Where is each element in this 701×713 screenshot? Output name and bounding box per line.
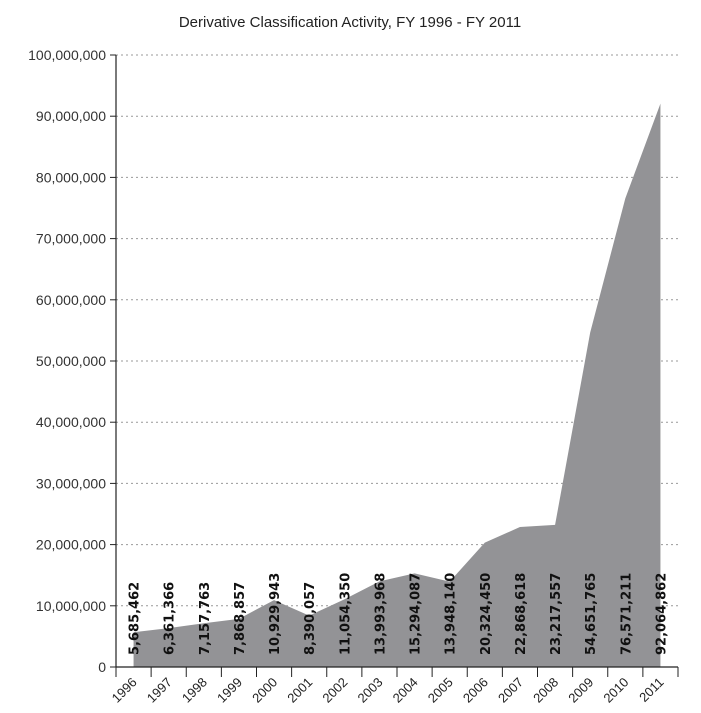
data-label: 7,868,857 <box>233 582 248 655</box>
x-tick-label: 1998 <box>179 675 210 706</box>
y-tick-label: 20,000,000 <box>36 537 106 553</box>
data-label: 6,361,366 <box>163 582 178 655</box>
x-tick-label: 2006 <box>460 675 491 706</box>
x-tick-label: 1997 <box>144 675 175 706</box>
data-label: 15,294,087 <box>409 573 424 655</box>
y-tick-label: 50,000,000 <box>36 353 106 369</box>
area-series <box>133 103 661 667</box>
x-tick-label: 2000 <box>249 675 280 706</box>
x-tick-label: 2008 <box>530 675 561 706</box>
data-label: 13,993,968 <box>373 573 388 655</box>
data-label: 22,868,618 <box>514 573 529 655</box>
y-tick-label: 80,000,000 <box>36 169 106 185</box>
x-tick-label: 2009 <box>565 675 596 706</box>
x-tick-label: 2011 <box>636 675 666 705</box>
x-tick-label: 1996 <box>109 675 140 706</box>
data-label: 8,390,057 <box>303 582 318 655</box>
x-tick-label: 2010 <box>600 675 631 706</box>
y-tick-label: 10,000,000 <box>36 598 106 614</box>
x-tick-label: 2005 <box>425 675 456 706</box>
y-tick-label: 100,000,000 <box>28 47 106 63</box>
data-label: 10,929,943 <box>268 573 283 655</box>
x-tick-label: 1999 <box>214 675 245 706</box>
data-label: 20,324,450 <box>479 573 494 655</box>
y-tick-label: 0 <box>98 659 106 675</box>
y-tick-label: 90,000,000 <box>36 108 106 124</box>
data-labels: 5,685,462 6,361,366 7,157,763 7,868,857 10,9… <box>128 573 670 655</box>
data-label: 92,064,862 <box>654 573 669 655</box>
x-tick-label: 2001 <box>284 675 315 706</box>
y-axis-ticks: 0 10,000,000 20,000,000 30,000,000 40,000,00… <box>28 47 116 675</box>
x-axis-ticks: 1996 1997 1998 1999 2000 2001 2002 2003 2004 2005… <box>109 667 679 706</box>
data-label: 54,651,765 <box>584 573 599 655</box>
data-label: 5,685,462 <box>128 582 143 655</box>
chart-title: Derivative Classification Activity, FY 1… <box>179 14 521 31</box>
y-tick-label: 30,000,000 <box>36 475 106 491</box>
data-label: 13,948,140 <box>444 573 459 655</box>
x-tick-label: 2002 <box>319 675 350 706</box>
data-label: 76,571,211 <box>619 573 634 655</box>
x-tick-label: 2007 <box>495 675 526 706</box>
axes <box>115 55 678 668</box>
data-label: 23,217,557 <box>549 573 564 655</box>
y-tick-label: 70,000,000 <box>36 231 106 247</box>
y-tick-label: 40,000,000 <box>36 414 106 430</box>
data-label: 11,054,350 <box>338 573 353 655</box>
y-tick-label: 60,000,000 <box>36 292 106 308</box>
x-tick-label: 2003 <box>355 675 386 706</box>
data-label: 7,157,763 <box>198 582 213 655</box>
x-tick-label: 2004 <box>390 675 421 706</box>
